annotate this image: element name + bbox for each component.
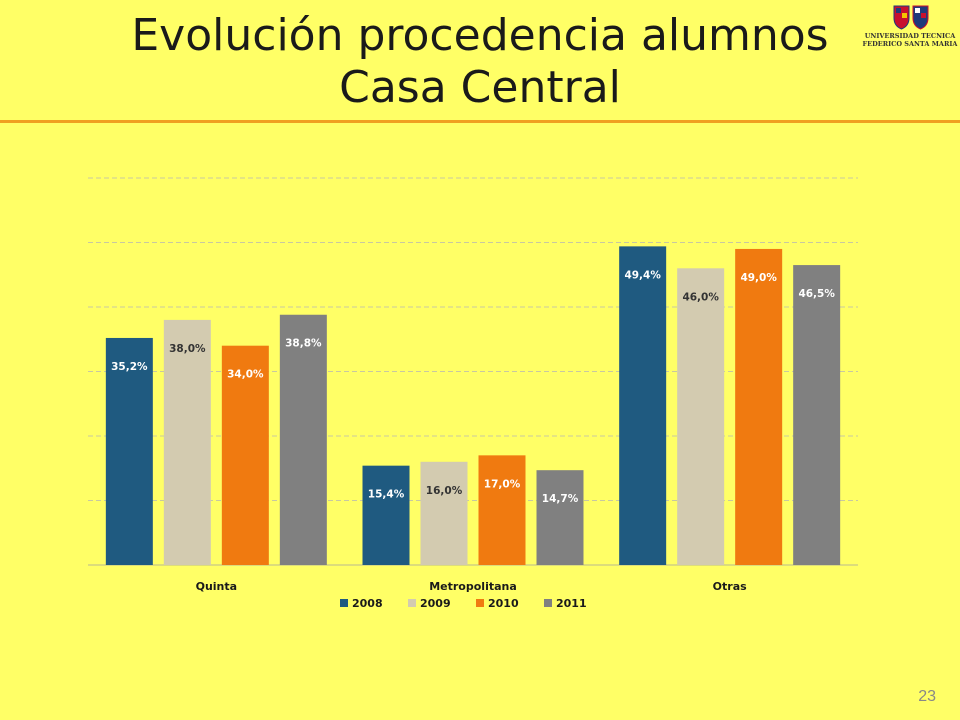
title-divider (0, 120, 960, 123)
slide-title: Evolución procedencia alumnos Casa Centr… (0, 10, 960, 114)
data-label: 38,8% (285, 338, 322, 350)
legend-swatch-2011 (544, 599, 552, 607)
logo-text-line-2: FEDERICO SANTA MARIA (862, 40, 958, 48)
bar-otras-2009 (677, 268, 725, 565)
bar-metropolitana-2011 (536, 470, 584, 565)
legend-label-2011: 2011 (556, 597, 587, 610)
chart-bars (105, 246, 841, 565)
data-label: 35,2% (111, 361, 148, 373)
title-line-2: Casa Central (339, 62, 621, 113)
bar-otras-2008 (619, 246, 667, 565)
page-number: 23 (918, 688, 936, 705)
university-shield-icon (893, 5, 929, 30)
bar-quinta-2011 (279, 314, 327, 565)
chart-legend: 2008 2009 2010 2011 (340, 597, 587, 610)
legend-label-2009: 2009 (420, 597, 451, 610)
legend-swatch-2008 (340, 599, 348, 607)
bar-metropolitana-2009 (420, 461, 468, 565)
data-label: 34,0% (227, 369, 264, 381)
data-label: 46,5% (798, 288, 835, 300)
legend-label-2010: 2010 (488, 597, 519, 610)
data-label: 49,0% (740, 272, 777, 284)
legend-label-2008: 2008 (352, 597, 383, 610)
data-label: 38,0% (169, 343, 206, 355)
logo-text-line-1: UNIVERSIDAD TECNICA (864, 32, 956, 40)
category-label: Quinta (196, 580, 237, 593)
chart-category-labels: Quinta Metropolitana Otras (196, 580, 748, 593)
bar-quinta-2009 (163, 319, 211, 565)
data-label: 49,4% (624, 269, 661, 281)
data-label: 16,0% (426, 485, 463, 497)
chart-gridlines (88, 177, 858, 566)
legend-swatch-2010 (476, 599, 484, 607)
data-label: 46,0% (682, 291, 719, 303)
bar-otras-2010 (735, 248, 783, 565)
bar-otras-2011 (793, 265, 841, 565)
category-label: Otras (713, 580, 747, 593)
data-label: 14,7% (542, 493, 579, 505)
bar-metropolitana-2010 (478, 455, 526, 565)
title-line-1: Evolución procedencia alumnos (131, 10, 829, 61)
university-logo-text: UNIVERSIDAD TECNICA FEDERICO SANTA MARIA (862, 32, 958, 48)
data-label: 17,0% (484, 478, 521, 490)
legend-swatch-2009 (408, 599, 416, 607)
chart-data-labels: 35,2% 38,0% 34,0% 38,8% 15,4% 16,0% 17,0% 14,7%… (111, 269, 835, 505)
bar-metropolitana-2008 (362, 465, 410, 565)
bar-quinta-2010 (221, 345, 269, 565)
bar-quinta-2008 (105, 337, 153, 565)
university-logo: UNIVERSIDAD TECNICA FEDERICO SANTA MARIA (862, 4, 958, 54)
data-label: 15,4% (368, 489, 405, 501)
category-label: Metropolitana (429, 580, 517, 593)
